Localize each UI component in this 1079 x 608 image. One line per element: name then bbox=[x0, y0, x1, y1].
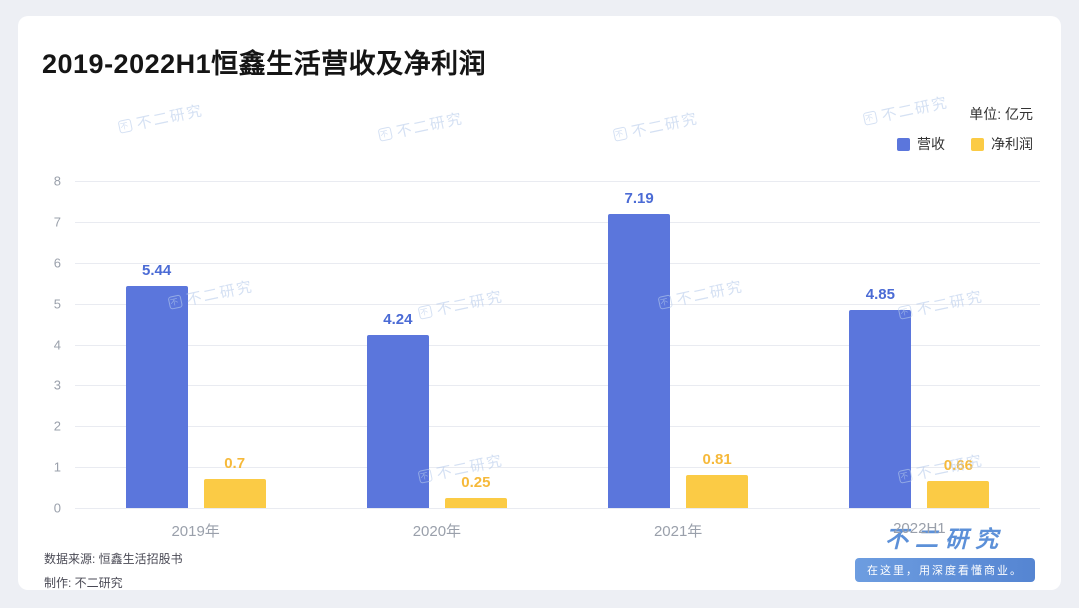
bar-value-label: 5.44 bbox=[142, 261, 172, 279]
x-tick-label: 2021年 bbox=[653, 523, 703, 540]
bar-净利润[interactable] bbox=[203, 479, 266, 508]
y-tick-label: 8 bbox=[53, 173, 61, 189]
bar-column: 0.81 bbox=[686, 181, 749, 508]
gridline bbox=[75, 385, 1040, 387]
gridline bbox=[75, 181, 1040, 182]
bar-营收[interactable] bbox=[366, 334, 429, 508]
bar-value-label: 0.7 bbox=[224, 455, 246, 473]
gridline bbox=[75, 303, 1040, 305]
watermark: 不不二研究 bbox=[117, 99, 206, 137]
watermark: 不不二研究 bbox=[377, 107, 466, 145]
gridline bbox=[75, 508, 1040, 509]
watermark-text: 不二研究 bbox=[394, 110, 466, 141]
watermark-logo-icon: 不 bbox=[612, 126, 629, 142]
bar-column: 4.85 bbox=[849, 181, 912, 508]
bar-净利润[interactable] bbox=[686, 474, 749, 508]
y-tick-label: 3 bbox=[53, 377, 61, 393]
bar-group: 5.44 0.7 2019年 bbox=[75, 181, 316, 540]
data-source-note: 数据来源: 恒鑫生活招股书 bbox=[44, 552, 183, 566]
legend-item[interactable]: 营收 bbox=[897, 134, 945, 154]
legend-swatch-icon bbox=[897, 137, 910, 151]
y-tick-label: 0 bbox=[53, 500, 61, 516]
y-tick-label: 6 bbox=[53, 255, 61, 271]
bar-value-label: 0.66 bbox=[943, 457, 973, 475]
y-tick-label: 5 bbox=[53, 296, 61, 312]
x-tick-label: 2020年 bbox=[412, 523, 462, 540]
bar-group: 4.85 0.66 2022H1 bbox=[799, 181, 1040, 537]
y-tick-label: 2 bbox=[53, 418, 61, 434]
watermark-logo-icon: 不 bbox=[377, 126, 394, 142]
gridline bbox=[75, 426, 1040, 428]
bar-营收[interactable] bbox=[849, 309, 912, 508]
bar-column: 4.24 bbox=[366, 181, 429, 508]
legend-label: 营收 bbox=[917, 136, 945, 152]
bar-value-label: 0.81 bbox=[702, 450, 732, 468]
bar-column: 7.19 bbox=[608, 181, 671, 508]
page-title: 2019-2022H1恒鑫生活营收及净利润 bbox=[42, 49, 487, 79]
watermark: 不不二研究 bbox=[862, 91, 951, 129]
chart-groups: 5.44 0.7 2019年 4.24 0.25 2020年 7.19 0.81 2021年 4.… bbox=[75, 181, 1040, 540]
bar-column: 0.25 bbox=[444, 181, 507, 508]
gridline bbox=[75, 262, 1040, 264]
watermark-text: 不二研究 bbox=[879, 94, 951, 125]
brand-logo: 不二研究 bbox=[885, 526, 1005, 552]
legend: 营收 净利润 bbox=[897, 134, 1033, 154]
bar-column: 0.7 bbox=[203, 181, 266, 508]
bar-column: 5.44 bbox=[125, 181, 188, 508]
watermark: 不不二研究 bbox=[612, 107, 701, 145]
brand-tagline: 在这里，用深度看懂商业。 bbox=[855, 558, 1035, 582]
unit-label: 单位: 亿元 bbox=[969, 106, 1033, 122]
watermark-text: 不二研究 bbox=[629, 110, 701, 141]
bar-value-label: 0.25 bbox=[461, 473, 491, 491]
watermark-logo-icon: 不 bbox=[117, 118, 134, 134]
bar-chart: 0 1 2 3 4 5 6 7 8 5.44 0.7 2019年 4.24 0.25 2020年 7.19 0… bbox=[54, 174, 1040, 540]
bar-column: 0.66 bbox=[927, 181, 990, 508]
legend-label: 净利润 bbox=[991, 136, 1033, 152]
x-tick-label: 2022H1 bbox=[893, 520, 946, 537]
bar-value-label: 4.24 bbox=[383, 310, 413, 328]
gridline bbox=[75, 467, 1040, 469]
legend-item[interactable]: 净利润 bbox=[971, 134, 1033, 154]
bar-净利润[interactable] bbox=[927, 481, 990, 508]
watermark-logo-icon: 不 bbox=[862, 110, 879, 126]
legend-swatch-icon bbox=[971, 137, 984, 151]
branding: 不二研究 在这里，用深度看懂商业。 bbox=[855, 520, 1035, 582]
bar-营收[interactable] bbox=[608, 214, 671, 508]
y-tick-label: 4 bbox=[53, 337, 61, 352]
producer-note: 制作: 不二研究 bbox=[44, 576, 123, 590]
bar-group: 7.19 0.81 2021年 bbox=[558, 181, 799, 540]
bar-group: 4.24 0.25 2020年 bbox=[316, 181, 557, 540]
y-tick-label: 1 bbox=[53, 459, 61, 475]
chart-card: 2019-2022H1恒鑫生活营收及净利润 单位: 亿元 营收 净利润 0 1 2 3 4… bbox=[18, 16, 1061, 590]
x-tick-label: 2019年 bbox=[171, 523, 220, 540]
bar-净利润[interactable] bbox=[444, 497, 507, 508]
bar-营收[interactable] bbox=[125, 285, 188, 508]
gridline bbox=[75, 221, 1040, 223]
bar-value-label: 7.19 bbox=[624, 190, 654, 208]
watermark-text: 不二研究 bbox=[134, 102, 206, 133]
bar-value-label: 4.85 bbox=[865, 285, 895, 303]
y-tick-label: 7 bbox=[53, 214, 61, 230]
gridline bbox=[75, 344, 1040, 346]
